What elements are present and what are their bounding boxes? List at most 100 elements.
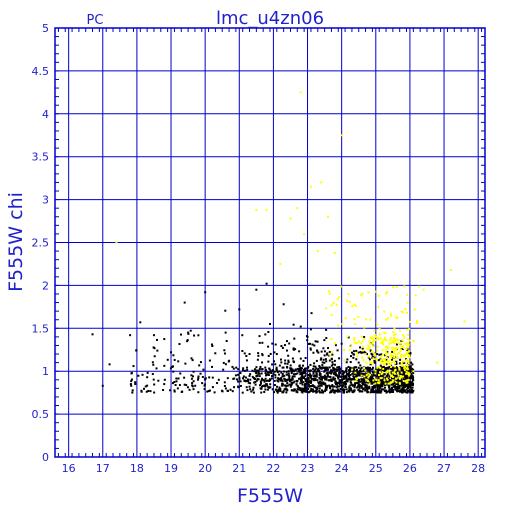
data-point-black [332,372,335,375]
data-point-black [297,369,300,372]
data-point-yellow [368,340,371,343]
data-point-black [255,379,258,382]
data-point-black [239,380,242,383]
data-point-yellow [393,355,396,358]
data-point-black [302,390,305,393]
data-point-yellow [390,337,393,340]
data-point-black [366,367,369,370]
data-point-yellow [375,290,378,293]
data-point-yellow [355,377,358,380]
data-point-black [289,367,292,370]
data-point-black [304,372,307,375]
data-point-black [239,384,242,387]
data-point-black [286,384,289,387]
data-point-yellow [407,353,410,356]
data-point-black [363,381,366,384]
data-point-black [199,361,202,364]
data-point-black [402,381,405,384]
data-point-black [401,391,404,394]
data-point-black [304,356,307,359]
data-point-yellow [309,185,312,188]
data-point-black [245,359,248,362]
data-point-black [292,369,295,372]
data-point-black [296,372,299,375]
data-point-black [403,371,406,374]
data-point-black [204,383,207,386]
data-point-black [372,374,375,377]
data-point-black [346,372,349,375]
data-point-black [224,387,227,390]
data-point-yellow [377,305,380,308]
x-tick-label: 25 [369,462,383,475]
data-point-black [333,378,336,381]
data-point-black [364,351,367,354]
data-point-black [303,376,306,379]
data-point-black [312,384,315,387]
data-point-black [201,375,204,378]
data-point-yellow [402,334,405,337]
data-point-black [287,374,290,377]
data-point-black [187,331,190,334]
data-point-black [376,372,379,375]
data-point-black [345,380,348,383]
data-point-black [385,383,388,386]
data-point-black [329,379,332,382]
data-point-black [370,380,373,383]
data-point-black [384,376,387,379]
data-point-black [312,351,315,354]
data-point-yellow [386,356,389,359]
corner-label: PC [87,13,104,28]
data-point-black [305,386,308,389]
data-point-yellow [390,353,393,356]
data-point-yellow [382,343,385,346]
y-tick-label: 1 [42,365,49,378]
data-point-black [252,388,255,391]
data-point-black [322,347,325,350]
data-point-yellow [381,342,384,345]
data-point-black [280,345,283,348]
data-point-black [279,379,282,382]
data-point-black [308,385,311,388]
data-point-yellow [347,292,350,295]
data-point-black [280,377,283,380]
data-point-black [365,353,368,356]
data-point-yellow [399,374,402,377]
data-point-black [394,388,397,391]
data-point-black [131,391,134,394]
data-point-black [276,379,279,382]
data-point-black [411,386,414,389]
data-point-black [389,390,392,393]
data-point-black [410,382,413,385]
data-point-black [314,340,317,343]
data-point-yellow [363,375,366,378]
data-point-black [351,390,354,393]
data-point-yellow [279,262,282,265]
data-point-black [263,390,266,393]
data-point-black [389,380,392,383]
data-point-black [391,366,394,369]
data-point-yellow [333,251,336,254]
data-point-black [288,383,291,386]
data-point-black [265,379,268,382]
data-point-black [359,364,362,367]
data-point-black [224,331,227,334]
data-point-black [358,372,361,375]
data-point-black [285,391,288,394]
data-point-yellow [369,360,372,363]
data-point-black [351,378,354,381]
data-point-black [191,382,194,385]
data-point-black [328,354,331,357]
data-point-black [249,388,252,391]
data-point-black [372,373,375,376]
data-point-black [366,390,369,393]
data-point-black [326,352,329,355]
data-point-black [360,386,363,389]
data-point-black [348,367,351,370]
data-point-black [379,364,382,367]
data-point-black [261,361,264,364]
data-point-yellow [375,359,378,362]
data-point-black [370,389,373,392]
data-point-black [371,376,374,379]
data-point-black [349,369,352,372]
data-point-black [245,366,248,369]
